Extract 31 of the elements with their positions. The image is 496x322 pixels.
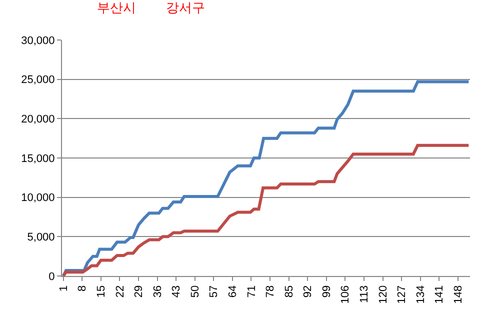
y-tick-label: 0 bbox=[48, 270, 55, 283]
x-tick-label: 1 bbox=[58, 285, 70, 292]
x-tick-label: 134 bbox=[414, 285, 427, 304]
x-tick-label: 92 bbox=[302, 285, 314, 298]
x-tick-label: 22 bbox=[114, 285, 126, 298]
x-tick-label: 141 bbox=[434, 285, 446, 304]
y-tick-label: 5,000 bbox=[27, 232, 55, 244]
x-tick-label: 148 bbox=[452, 285, 464, 304]
x-tick-label: 71 bbox=[246, 285, 258, 298]
x-tick-label: 8 bbox=[76, 285, 89, 292]
x-tick-label: 36 bbox=[152, 285, 164, 298]
x-tick-label: 50 bbox=[189, 285, 202, 298]
x-tick-label: 15 bbox=[95, 285, 108, 298]
text: 강서구 bbox=[166, 1, 205, 16]
y-tick-label: 30,000 bbox=[21, 34, 55, 47]
x-tick-label: 64 bbox=[227, 285, 240, 298]
x-tick-label: 99 bbox=[320, 285, 333, 298]
x-tick-label: 29 bbox=[133, 285, 146, 298]
y-tick-label: 25,000 bbox=[21, 74, 55, 86]
x-tick-label: 106 bbox=[340, 285, 352, 304]
x-tick-label: 78 bbox=[264, 285, 277, 298]
x-tick-label: 120 bbox=[377, 285, 390, 304]
x-tick-label: 113 bbox=[358, 285, 371, 303]
x-tick-label: 85 bbox=[283, 285, 296, 298]
x-tick-label: 57 bbox=[208, 285, 220, 298]
y-tick-label: 15,000 bbox=[21, 152, 55, 165]
text: 부산시 bbox=[97, 1, 136, 16]
x-tick-label: 127 bbox=[396, 285, 408, 304]
y-tick-label: 10,000 bbox=[21, 192, 55, 204]
x-tick-label: 43 bbox=[170, 285, 183, 298]
y-tick-label: 20,000 bbox=[21, 114, 55, 126]
